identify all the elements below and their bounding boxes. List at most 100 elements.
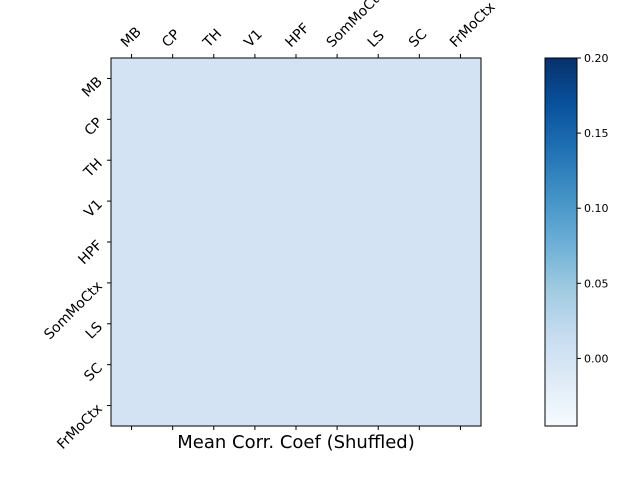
heatmap-cell bbox=[193, 385, 235, 427]
x-tick-label: LS bbox=[365, 28, 388, 51]
heatmap-cell bbox=[275, 262, 318, 304]
x-tick-label: CP bbox=[159, 27, 183, 51]
y-tick-label: FrMoCtx bbox=[54, 401, 106, 453]
heatmap-cell bbox=[193, 344, 235, 386]
heatmap-cell bbox=[316, 221, 359, 264]
heatmap-cell bbox=[439, 303, 482, 345]
heatmap-cell bbox=[152, 139, 194, 182]
heatmap-cell bbox=[234, 303, 277, 345]
heatmap-cell bbox=[111, 139, 153, 182]
heatmap-cell bbox=[398, 98, 441, 141]
y-tick-label: CP bbox=[82, 115, 106, 139]
x-tick-label: MB bbox=[118, 24, 145, 51]
heatmap-cell bbox=[234, 180, 277, 223]
heatmap-cell bbox=[111, 180, 153, 223]
heatmap-cell bbox=[152, 221, 194, 264]
heatmap-cell bbox=[439, 98, 482, 141]
heatmap-cell bbox=[193, 139, 235, 182]
heatmap-cell bbox=[398, 180, 441, 223]
heatmap-cell bbox=[316, 180, 359, 223]
y-tick-label: TH bbox=[80, 156, 106, 182]
heatmap-cell bbox=[275, 344, 318, 386]
colorbar-tick-label: 0.20 bbox=[584, 52, 609, 65]
heatmap-cell bbox=[316, 262, 359, 304]
heatmap-cell bbox=[275, 303, 318, 345]
heatmap-cell bbox=[234, 139, 277, 182]
heatmap-cells bbox=[111, 58, 482, 427]
colorbar-tick-label: 0.05 bbox=[584, 277, 609, 290]
heatmap-cell bbox=[234, 344, 277, 386]
heatmap-cell bbox=[111, 303, 153, 345]
heatmap-cell bbox=[152, 98, 194, 141]
heatmap-cell bbox=[439, 180, 482, 223]
y-tick-label: LS bbox=[83, 319, 106, 342]
heatmap-cell bbox=[111, 344, 153, 386]
heatmap-cell bbox=[398, 303, 441, 345]
heatmap-cell bbox=[193, 58, 235, 100]
heatmap-cell bbox=[193, 221, 235, 264]
heatmap-cell bbox=[316, 344, 359, 386]
x-axis-label: Mean Corr. Coef (Shuffled) bbox=[177, 432, 415, 453]
heatmap-cell bbox=[439, 58, 482, 100]
x-tick-label: V1 bbox=[241, 26, 265, 50]
y-tick-label: V1 bbox=[81, 197, 105, 221]
heatmap-cell bbox=[439, 139, 482, 182]
heatmap-cell bbox=[152, 344, 194, 386]
heatmap-cell bbox=[275, 385, 318, 427]
heatmap-cell bbox=[152, 180, 194, 223]
heatmap-cell bbox=[275, 221, 318, 264]
heatmap-cell bbox=[316, 385, 359, 427]
heatmap-cell bbox=[152, 262, 194, 304]
heatmap-cell bbox=[275, 180, 318, 223]
heatmap-cell bbox=[439, 344, 482, 386]
heatmap-cell bbox=[439, 221, 482, 264]
heatmap-cell bbox=[357, 344, 400, 386]
heatmap-cell bbox=[398, 221, 441, 264]
heatmap-cell bbox=[111, 385, 153, 427]
x-tick-label: SC bbox=[406, 26, 431, 51]
y-tick-label: HPF bbox=[75, 238, 105, 268]
heatmap-cell bbox=[398, 58, 441, 100]
colorbar-tick-label: 0.15 bbox=[584, 127, 609, 140]
heatmap-cell bbox=[234, 262, 277, 304]
heatmap-cell bbox=[275, 98, 318, 141]
heatmap-cell bbox=[398, 385, 441, 427]
y-tick-label: MB bbox=[79, 74, 106, 101]
heatmap-cell bbox=[316, 303, 359, 345]
y-tick-label: SC bbox=[81, 360, 106, 385]
heatmap-cell bbox=[439, 385, 482, 427]
heatmap-cell bbox=[357, 139, 400, 182]
colorbar-ticks: 0.00 0.05 0.10 0.15 0.20 bbox=[577, 52, 609, 365]
heatmap-cell bbox=[111, 98, 153, 141]
x-tick-label: HPF bbox=[283, 20, 313, 50]
heatmap-cell bbox=[357, 180, 400, 223]
heatmap-cell bbox=[234, 221, 277, 264]
heatmap-cell bbox=[193, 262, 235, 304]
x-tick-label: FrMoCtx bbox=[447, 0, 499, 51]
heatmap-cell bbox=[398, 262, 441, 304]
heatmap-cell bbox=[398, 344, 441, 386]
heatmap-cell bbox=[357, 58, 400, 100]
heatmap-cell bbox=[398, 139, 441, 182]
heatmap-cell bbox=[152, 58, 194, 100]
heatmap-cell bbox=[439, 262, 482, 304]
heatmap-cell bbox=[316, 58, 359, 100]
heatmap-cell bbox=[234, 58, 277, 100]
heatmap-cell bbox=[275, 139, 318, 182]
heatmap-cell bbox=[111, 262, 153, 304]
heatmap-cell bbox=[152, 303, 194, 345]
heatmap-cell bbox=[357, 221, 400, 264]
colorbar-tick-label: 0.00 bbox=[584, 352, 609, 365]
heatmap-cell bbox=[193, 303, 235, 345]
colorbar-tick-label: 0.10 bbox=[584, 202, 609, 215]
colorbar bbox=[544, 57, 578, 427]
heatmap-cell bbox=[152, 385, 194, 427]
x-tick-label: TH bbox=[200, 26, 226, 52]
heatmap-cell bbox=[111, 58, 153, 100]
heatmap-cell bbox=[357, 385, 400, 427]
heatmap-cell bbox=[193, 180, 235, 223]
heatmap-cell bbox=[357, 98, 400, 141]
heatmap-cell bbox=[316, 98, 359, 141]
